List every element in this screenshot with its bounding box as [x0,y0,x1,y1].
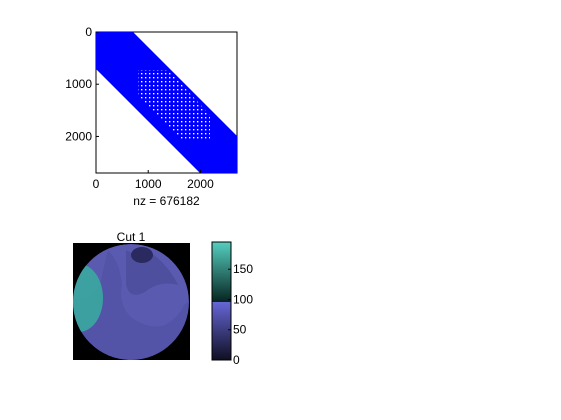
spy-x-tick-label: 0 [93,177,100,191]
spy-sparse-region [138,70,210,140]
colorbar-upper [212,242,231,302]
colorbar-tick-label: 150 [233,262,253,276]
colorbar-tick-label: 100 [233,292,253,306]
colorbar-lower [212,302,231,360]
spy-y-tick-label: 0 [85,25,92,39]
cut-highlight [73,264,103,332]
colorbar-ticks: 0 50 100 150 [228,262,253,367]
spy-xlabel: nz = 676182 [133,194,200,208]
spy-plot: 0 1000 2000 0 1000 2000 nz = 676182 [65,25,238,208]
spy-x-tick-label: 2000 [187,177,214,191]
cut-title: Cut 1 [117,230,146,244]
spy-y-tick-label: 1000 [65,77,92,91]
spy-x-tick-label: 1000 [135,177,162,191]
spy-ticks: 0 1000 2000 0 1000 2000 [65,25,214,191]
spy-y-tick-label: 2000 [65,129,92,143]
colorbar-frame [211,241,232,361]
colorbar: 0 50 100 150 [211,241,253,367]
cut-top-hole [131,247,153,263]
colorbar-tick-label: 0 [233,353,240,367]
colorbar-tick-label: 50 [233,323,247,337]
cut-dark-region [73,250,189,360]
cut-disk [73,244,189,360]
cut-image-plot: Cut 1 [73,230,190,360]
